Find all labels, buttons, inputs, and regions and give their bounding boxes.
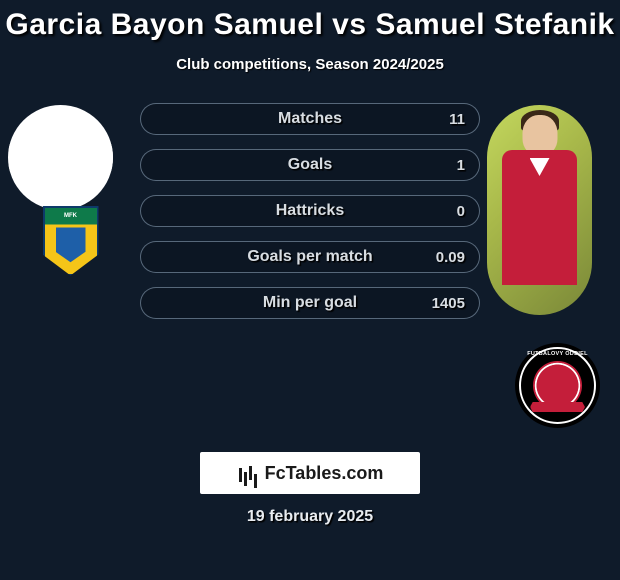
- club-left-badge: MFK: [28, 198, 113, 283]
- club-right-badge: FUTBALOVY ODDIEL: [515, 343, 600, 428]
- stat-label: Hattricks: [141, 196, 479, 226]
- stat-value-right: 11: [449, 104, 465, 134]
- player-head: [522, 115, 557, 155]
- stat-row: Matches 11: [140, 103, 480, 135]
- player-jersey: [502, 150, 577, 285]
- club-right-ribbon-icon: [530, 402, 585, 412]
- club-left-banner: MFK: [62, 213, 79, 219]
- stat-value-right: 0: [457, 196, 465, 226]
- watermark: FcTables.com: [200, 452, 420, 494]
- date-label: 19 february 2025: [0, 508, 620, 526]
- player-left-portrait: [8, 105, 113, 210]
- stats-table: Matches 11 Goals 1 Hattricks 0 Goals per…: [140, 103, 480, 333]
- club-right-text: FUTBALOVY ODDIEL: [515, 351, 600, 357]
- stat-row: Min per goal 1405: [140, 287, 480, 319]
- stat-value-right: 1: [457, 150, 465, 180]
- stat-label: Matches: [141, 104, 479, 134]
- placeholder-silhouette-icon: [8, 144, 113, 172]
- stat-row: Hattricks 0: [140, 195, 480, 227]
- stat-label: Goals: [141, 150, 479, 180]
- subtitle: Club competitions, Season 2024/2025: [0, 56, 620, 73]
- stat-value-right: 0.09: [436, 242, 465, 272]
- watermark-text: FcTables.com: [265, 463, 384, 484]
- stat-row: Goals per match 0.09: [140, 241, 480, 273]
- stat-label: Goals per match: [141, 242, 479, 272]
- stat-value-right: 1405: [432, 288, 465, 318]
- player-right-portrait: [487, 105, 592, 315]
- stat-row: Goals 1: [140, 149, 480, 181]
- stat-label: Min per goal: [141, 288, 479, 318]
- fctables-logo-icon: [237, 462, 259, 484]
- page-title: Garcia Bayon Samuel vs Samuel Stefanik: [0, 0, 620, 42]
